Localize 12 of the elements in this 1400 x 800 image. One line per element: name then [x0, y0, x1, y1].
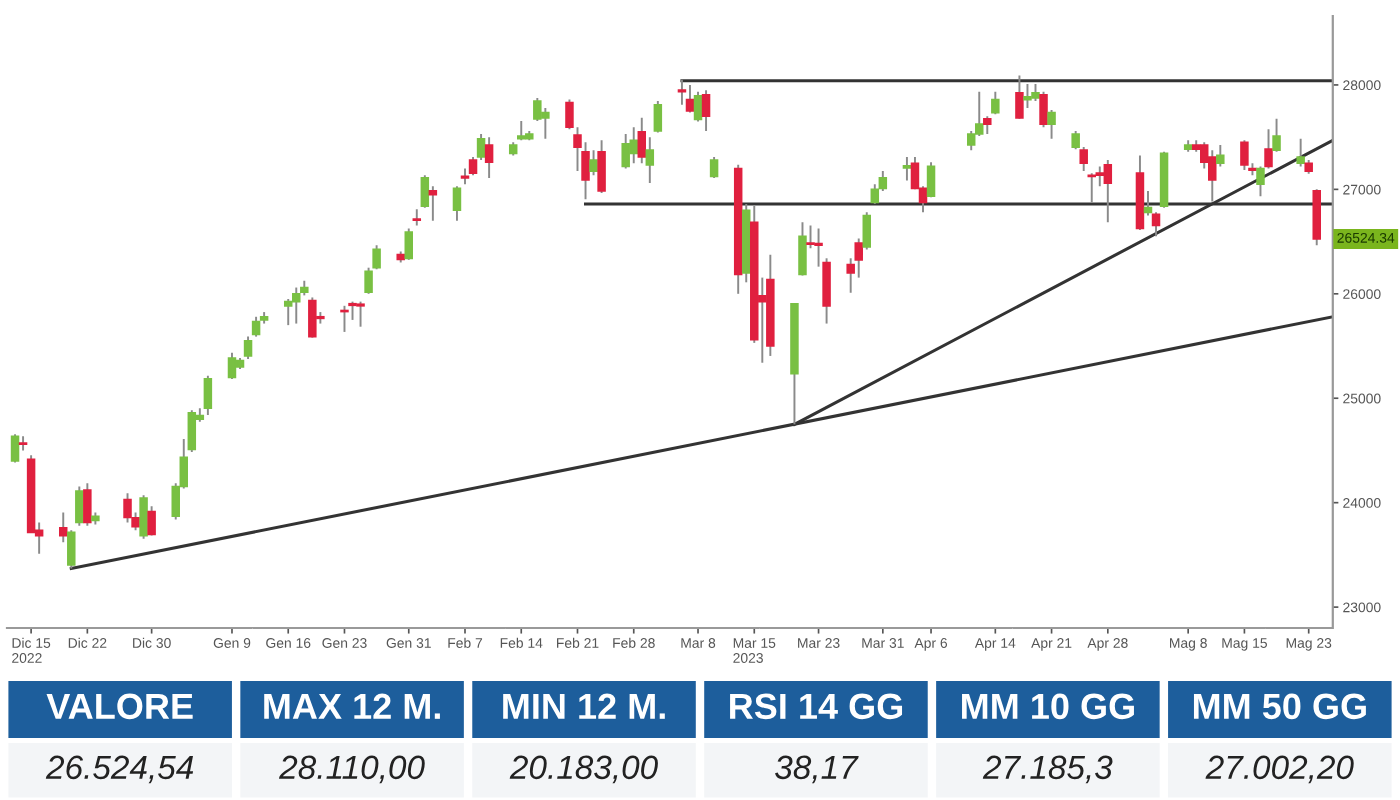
category-label: MM 50 GG	[1193, 693, 1366, 720]
text: 28.110,00	[278, 755, 425, 784]
category-label: MIN 12 M.	[503, 693, 665, 719]
category-label: MAX 12 M.	[264, 693, 440, 719]
text: 26.524,54	[45, 755, 194, 784]
category-label: MM 10 GG	[962, 693, 1134, 720]
category-label: VALORE	[46, 693, 193, 720]
text: 27.185,3	[982, 755, 1113, 784]
text: 27.002,20	[1205, 755, 1354, 784]
category-label: RSI 14 GG	[730, 693, 903, 720]
text: 38,17	[775, 755, 859, 784]
text: 20.183,00	[509, 755, 658, 784]
